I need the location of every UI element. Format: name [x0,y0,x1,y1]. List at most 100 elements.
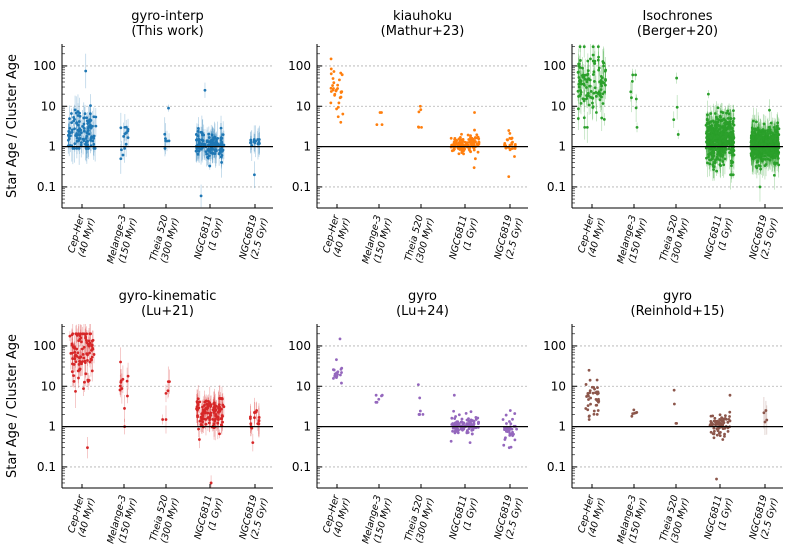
subplot-title-line: gyro [408,289,437,304]
series-ngc6819 [762,396,769,435]
data-point [201,132,205,136]
data-point [718,126,722,130]
data-point [602,64,605,68]
data-point [92,147,96,150]
data-point [203,143,207,146]
data-point [89,136,93,140]
data-point [717,152,721,156]
data-point [339,368,343,371]
data-point [589,95,593,99]
data-point [76,114,80,117]
series-cep-her [66,53,98,165]
data-point [195,400,199,404]
data-point [577,85,581,89]
data-point [727,124,731,128]
data-point [509,422,513,426]
data-point [79,143,83,147]
y-tick-label: 1 [303,420,311,434]
data-point [583,73,587,77]
data-point [706,161,709,165]
data-point [764,163,768,166]
data-point [776,121,780,125]
data-point [70,343,74,347]
data-point [200,417,204,421]
data-point [592,91,596,95]
data-point [728,138,732,142]
data-point [719,430,722,434]
data-point [452,142,456,146]
data-point [473,157,477,161]
subplot-title-line: (Mathur+23) [381,24,465,39]
data-point [763,154,767,158]
data-point [460,151,464,154]
series-melange-3 [119,112,130,174]
y-tick-label: 1 [48,140,56,154]
x-tick-label: NGC6811(1 Gyr) [703,214,736,263]
data-point [202,417,206,421]
data-point [724,126,728,130]
data-point [595,378,599,382]
data-point [419,108,423,112]
subplot-4: gyro-kinematic(Lu+21) 0.1 1 10 100 Star Age /… [5,289,273,545]
y-tick-label: 100 [33,339,56,353]
data-point [79,355,82,359]
data-point [458,136,462,139]
data-point [217,405,221,409]
data-point [705,136,709,140]
data-point [119,157,123,161]
data-point [710,140,713,144]
data-point [599,88,603,92]
data-point [712,429,716,433]
data-point [418,409,422,413]
data-point [331,84,334,87]
data-point [201,420,204,424]
data-point [75,355,79,358]
data-point [210,133,214,137]
data-point [450,423,454,426]
data-point [92,353,96,356]
data-point [631,412,635,416]
data-point [587,398,590,401]
data-point [329,101,333,105]
data-point [585,125,589,129]
data-point [723,434,726,438]
data-point [198,140,201,144]
data-point [729,159,733,163]
data-point [216,421,220,425]
data-point [723,414,727,418]
data-point [161,418,165,421]
data-point [769,140,773,144]
series-cep-her [329,57,345,124]
data-point [475,133,479,137]
data-point [82,122,86,126]
data-point [212,136,216,140]
x-tick-label: Melange-3(150 Myr) [105,214,139,268]
data-point [123,132,127,136]
data-point [761,128,765,131]
data-point [256,422,260,426]
data-point [72,363,76,366]
data-point [751,119,755,123]
data-point [82,126,86,130]
data-point [504,436,507,440]
data-point [211,147,214,151]
data-point [78,111,81,115]
data-point [513,155,516,158]
data-point [468,441,472,445]
data-point [776,140,780,144]
data-point [473,111,476,114]
data-point [452,409,456,413]
data-point [75,136,79,140]
data-point [705,156,708,160]
data-point [75,147,79,150]
data-point [340,381,343,385]
data-point [72,119,76,123]
data-point [715,427,719,431]
data-point [196,134,200,138]
data-point [82,116,86,120]
data-point [90,355,94,359]
series-ngc6811 [704,89,736,190]
data-point [586,59,590,63]
data-point [80,362,83,366]
data-point [505,422,508,425]
